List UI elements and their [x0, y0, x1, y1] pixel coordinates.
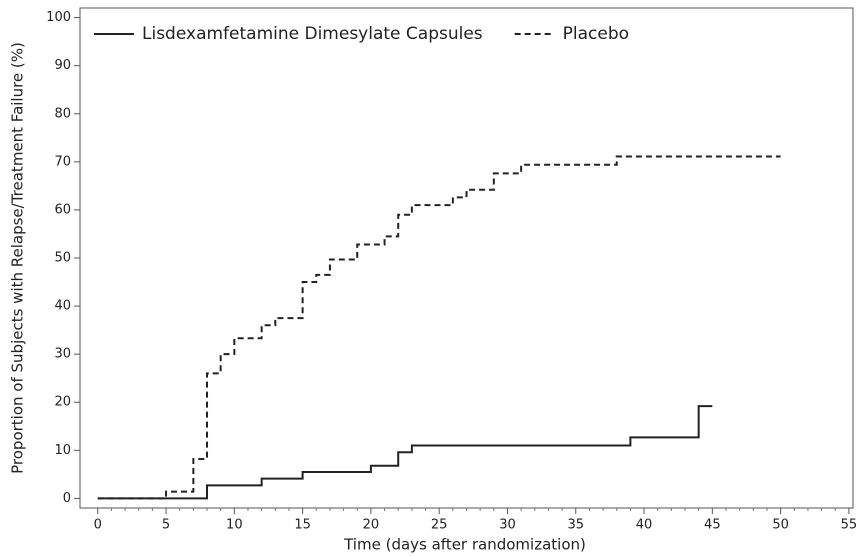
- x-tick-label: 35: [567, 518, 584, 533]
- x-tick-label: 15: [294, 518, 311, 533]
- x-tick-label: 0: [94, 518, 102, 533]
- y-tick-label: 100: [46, 10, 71, 25]
- y-tick-label: 10: [54, 443, 71, 458]
- km-curve: [97, 405, 713, 500]
- x-tick-label: 50: [772, 518, 789, 533]
- x-tick-label: 10: [226, 518, 243, 533]
- x-tick-label: 40: [636, 518, 653, 533]
- y-tick-label: 0: [63, 491, 71, 506]
- y-tick-label: 40: [54, 299, 71, 314]
- legend-label: Lisdexamfetamine Dimesylate Capsules: [142, 24, 483, 44]
- x-tick-label: 45: [704, 518, 721, 533]
- y-tick-label: 30: [54, 347, 71, 362]
- y-tick-label: 80: [54, 106, 71, 121]
- y-tick-label: 50: [54, 251, 71, 266]
- legend-label: Placebo: [563, 24, 629, 44]
- y-axis-label: Proportion of Subjects with Relapse/Trea…: [9, 42, 27, 474]
- y-tick-label: 60: [54, 202, 71, 217]
- x-tick-label: 5: [162, 518, 170, 533]
- x-tick-label: 20: [363, 518, 380, 533]
- x-tick-label: 25: [431, 518, 448, 533]
- x-tick-label: 30: [499, 518, 516, 533]
- plot-frame: [79, 7, 854, 509]
- x-axis-label: Time (days after randomization): [343, 536, 586, 554]
- x-tick-label: 55: [841, 518, 858, 533]
- y-tick-label: 90: [54, 58, 71, 73]
- y-tick-label: 70: [54, 154, 71, 169]
- km-curve: [97, 155, 781, 500]
- y-tick-label: 20: [54, 395, 71, 410]
